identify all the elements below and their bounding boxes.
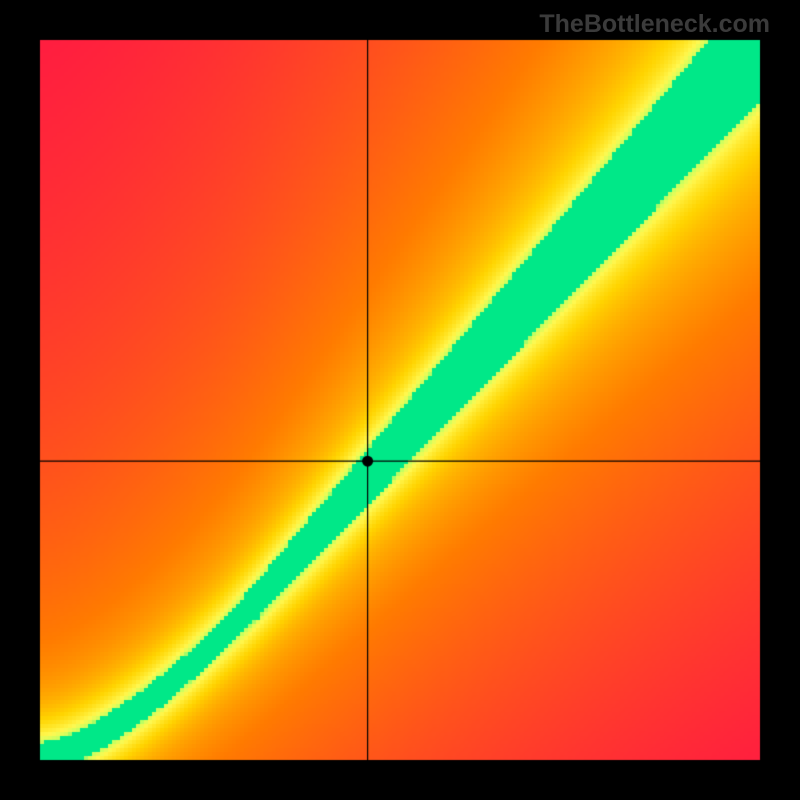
watermark-text: TheBottleneck.com — [539, 10, 770, 39]
chart-frame — [0, 0, 800, 800]
bottleneck-heatmap-canvas — [0, 0, 800, 800]
